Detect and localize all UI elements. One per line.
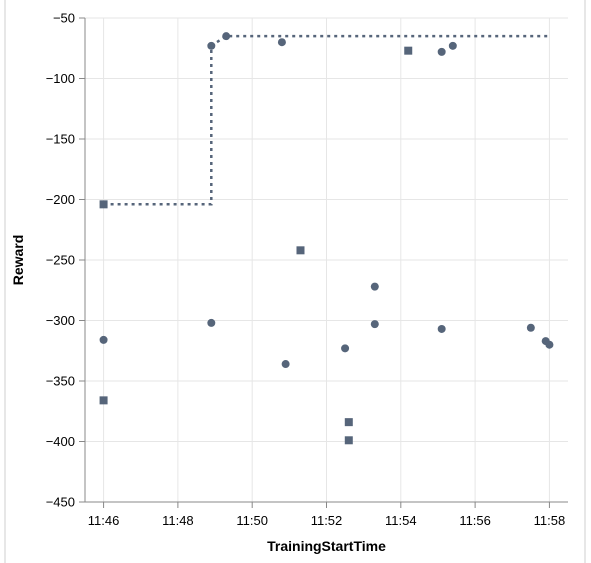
x-tick-label: 11:58 xyxy=(534,513,566,528)
x-tick-label: 11:52 xyxy=(311,513,343,528)
y-tick-label: −350 xyxy=(46,374,75,389)
square-point xyxy=(344,436,353,445)
circle-point xyxy=(222,32,231,41)
square-point xyxy=(344,418,353,427)
circle-point xyxy=(99,335,108,344)
square-point xyxy=(404,46,413,55)
circle-point xyxy=(437,324,446,333)
y-tick-label: −50 xyxy=(53,11,75,26)
square-point xyxy=(99,200,108,209)
x-tick-label: 11:46 xyxy=(88,513,120,528)
circle-point xyxy=(277,38,286,47)
circle-point xyxy=(526,323,535,332)
circle-point xyxy=(437,47,446,56)
circle-point xyxy=(370,282,379,291)
y-tick-label: −100 xyxy=(46,71,75,86)
circle-point xyxy=(545,340,554,349)
circle-point xyxy=(448,41,457,50)
data-points xyxy=(99,32,554,445)
circle-point xyxy=(207,318,216,327)
tick-labels: −450 −400 −350 −300 −250 −200 −150 −100 −50 11:46… xyxy=(46,11,566,529)
x-axis-title: TrainingStartTime xyxy=(267,538,386,554)
circle-point xyxy=(370,320,379,329)
y-tick-label: −250 xyxy=(46,253,75,268)
x-tick-label: 11:56 xyxy=(459,513,491,528)
gridlines xyxy=(85,17,568,503)
y-tick-label: −300 xyxy=(46,313,75,328)
axes xyxy=(79,17,568,508)
circle-point xyxy=(341,344,350,353)
x-tick-label: 11:48 xyxy=(162,513,194,528)
y-tick-label: −450 xyxy=(46,495,75,510)
y-tick-label: −150 xyxy=(46,132,75,147)
y-tick-label: −200 xyxy=(46,192,75,207)
y-tick-label: −400 xyxy=(46,434,75,449)
y-axis-title: Reward xyxy=(10,235,26,286)
x-tick-label: 11:50 xyxy=(236,513,268,528)
square-point xyxy=(99,396,108,405)
circle-point xyxy=(207,41,216,50)
x-tick-label: 11:54 xyxy=(385,513,417,528)
square-point xyxy=(296,246,305,255)
circle-point xyxy=(281,360,290,369)
